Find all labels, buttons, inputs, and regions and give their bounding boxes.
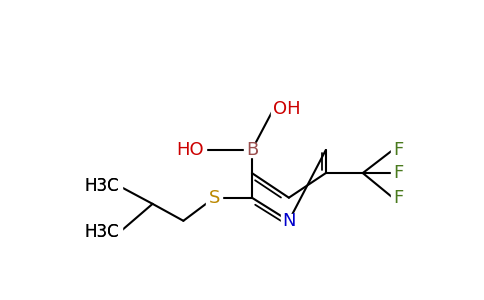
FancyBboxPatch shape (391, 144, 406, 156)
Text: H3C: H3C (85, 223, 120, 241)
FancyBboxPatch shape (94, 225, 122, 239)
FancyBboxPatch shape (94, 179, 122, 193)
FancyBboxPatch shape (281, 214, 297, 228)
Text: H3C: H3C (85, 177, 120, 195)
Text: HO: HO (177, 141, 204, 159)
FancyBboxPatch shape (207, 191, 222, 205)
Text: S: S (209, 189, 220, 207)
FancyBboxPatch shape (271, 102, 296, 116)
Text: F: F (393, 189, 403, 207)
FancyBboxPatch shape (244, 143, 259, 157)
Text: H3C: H3C (85, 177, 120, 195)
Text: B: B (246, 141, 258, 159)
FancyBboxPatch shape (391, 167, 406, 179)
FancyBboxPatch shape (391, 191, 406, 204)
FancyBboxPatch shape (182, 143, 207, 157)
Text: N: N (282, 212, 296, 230)
Text: F: F (393, 141, 403, 159)
Text: H3C: H3C (85, 223, 120, 241)
Text: OH: OH (273, 100, 301, 118)
Text: F: F (393, 164, 403, 182)
